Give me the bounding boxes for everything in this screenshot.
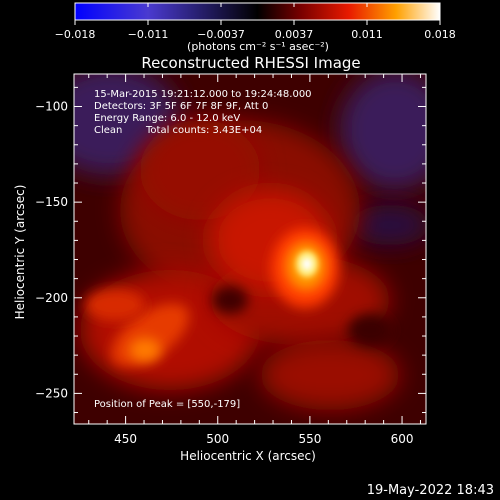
x-tick-label: 600 [391, 432, 414, 446]
y-tick-label: −100 [35, 100, 68, 114]
colorbar-tick-label: −0.011 [128, 28, 169, 41]
colorbar-gradient [74, 2, 441, 21]
annotation-time: 15-Mar-2015 19:21:12.000 to 19:24:48.000 [94, 89, 312, 100]
chart-title: Reconstructed RHESSI Image [141, 54, 360, 72]
x-tick-label: 550 [298, 432, 321, 446]
annotations: 15-Mar-2015 19:21:12.000 to 19:24:48.000… [94, 89, 312, 410]
plot-frame [73, 73, 427, 425]
colorbar-tick-label: −0.0037 [197, 28, 245, 41]
annotation-detectors: Detectors: 3F 5F 6F 7F 8F 9F, Att 0 [94, 101, 268, 112]
annotation-counts: Total counts: 3.43E+04 [145, 125, 262, 136]
colorbar-unit-label: (photons cm⁻² s⁻¹ asec⁻²) [187, 40, 329, 53]
colorbar-tick-label: 0.018 [424, 28, 456, 41]
colorbar-tick-label: 0.011 [351, 28, 383, 41]
colorbar-ticks: −0.018 −0.011 −0.0037 0.0037 0.011 0.018 [55, 3, 456, 41]
axis-ticks: 450 500 550 600 −100 −150 −200 −250 [35, 74, 426, 446]
y-axis-label: Heliocentric Y (arcsec) [13, 185, 27, 320]
footer-date: 19-May-2022 18:43 [367, 483, 494, 498]
annotation-peak: Position of Peak = [550,-179] [94, 399, 240, 410]
colorbar: −0.018 −0.011 −0.0037 0.0037 0.011 0.018 (pho… [55, 2, 456, 53]
colorbar-tick-label: −0.018 [55, 28, 96, 41]
colorbar-tick-label: 0.0037 [275, 28, 314, 41]
x-tick-label: 500 [206, 432, 229, 446]
annotation-energy: Energy Range: 6.0 - 12.0 keV [94, 113, 240, 124]
y-tick-label: −200 [35, 291, 68, 305]
x-tick-label: 450 [114, 432, 137, 446]
annotation-clean: Clean [94, 125, 122, 136]
y-tick-label: −150 [35, 195, 68, 209]
y-tick-label: −250 [35, 386, 68, 400]
heatmap-image [74, 74, 426, 424]
x-axis-label: Heliocentric X (arcsec) [180, 449, 316, 463]
